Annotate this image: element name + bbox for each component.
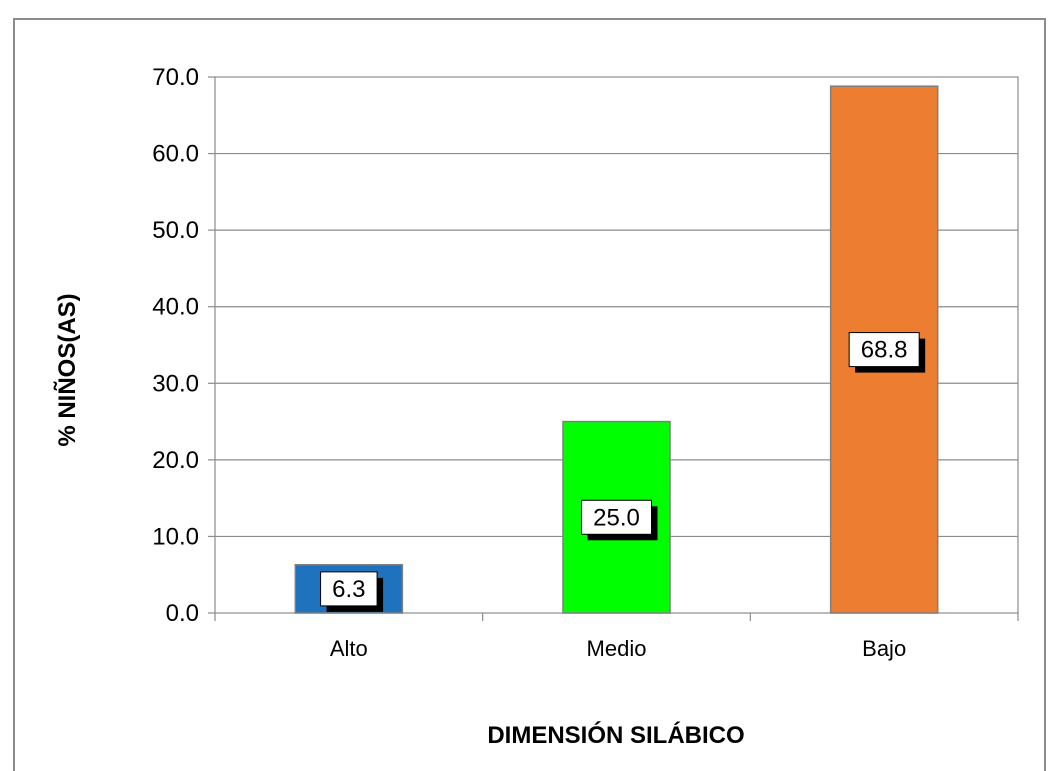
y-tick-label: 0.0 xyxy=(166,600,199,627)
y-axis-title: % NIÑOS(AS) xyxy=(53,293,81,446)
x-category-label: Alto xyxy=(330,636,368,661)
data-label-value: 68.8 xyxy=(861,337,908,364)
data-labels: 6.3 25.0 68.8 xyxy=(320,332,926,612)
data-label-box xyxy=(320,571,378,607)
data-label-medio: 25.0 xyxy=(581,499,658,541)
y-tick-label: 40.0 xyxy=(152,294,199,321)
data-label-value: 25.0 xyxy=(593,504,640,531)
y-tick-label: 10.0 xyxy=(152,523,199,550)
data-label-alto: 6.3 xyxy=(320,571,384,612)
axes: 0.0 10.0 20.0 30.0 40.0 50.0 60.0 70.0 Alto Medio… xyxy=(152,64,1019,661)
x-category-label: Medio xyxy=(587,636,647,661)
x-category-label: Bajo xyxy=(862,636,906,661)
x-axis-title: DIMENSIÓN SILÁBICO xyxy=(487,721,744,749)
data-label-box xyxy=(581,499,652,535)
y-tick-label: 30.0 xyxy=(152,370,199,397)
data-label-bajo: 68.8 xyxy=(848,332,926,373)
y-tick-label: 60.0 xyxy=(152,141,199,168)
y-tick-label: 70.0 xyxy=(152,64,199,91)
y-tick-label: 50.0 xyxy=(152,217,199,244)
data-label-value: 6.3 xyxy=(332,576,365,603)
data-label-box xyxy=(848,332,920,368)
y-tick-label: 20.0 xyxy=(152,447,199,474)
